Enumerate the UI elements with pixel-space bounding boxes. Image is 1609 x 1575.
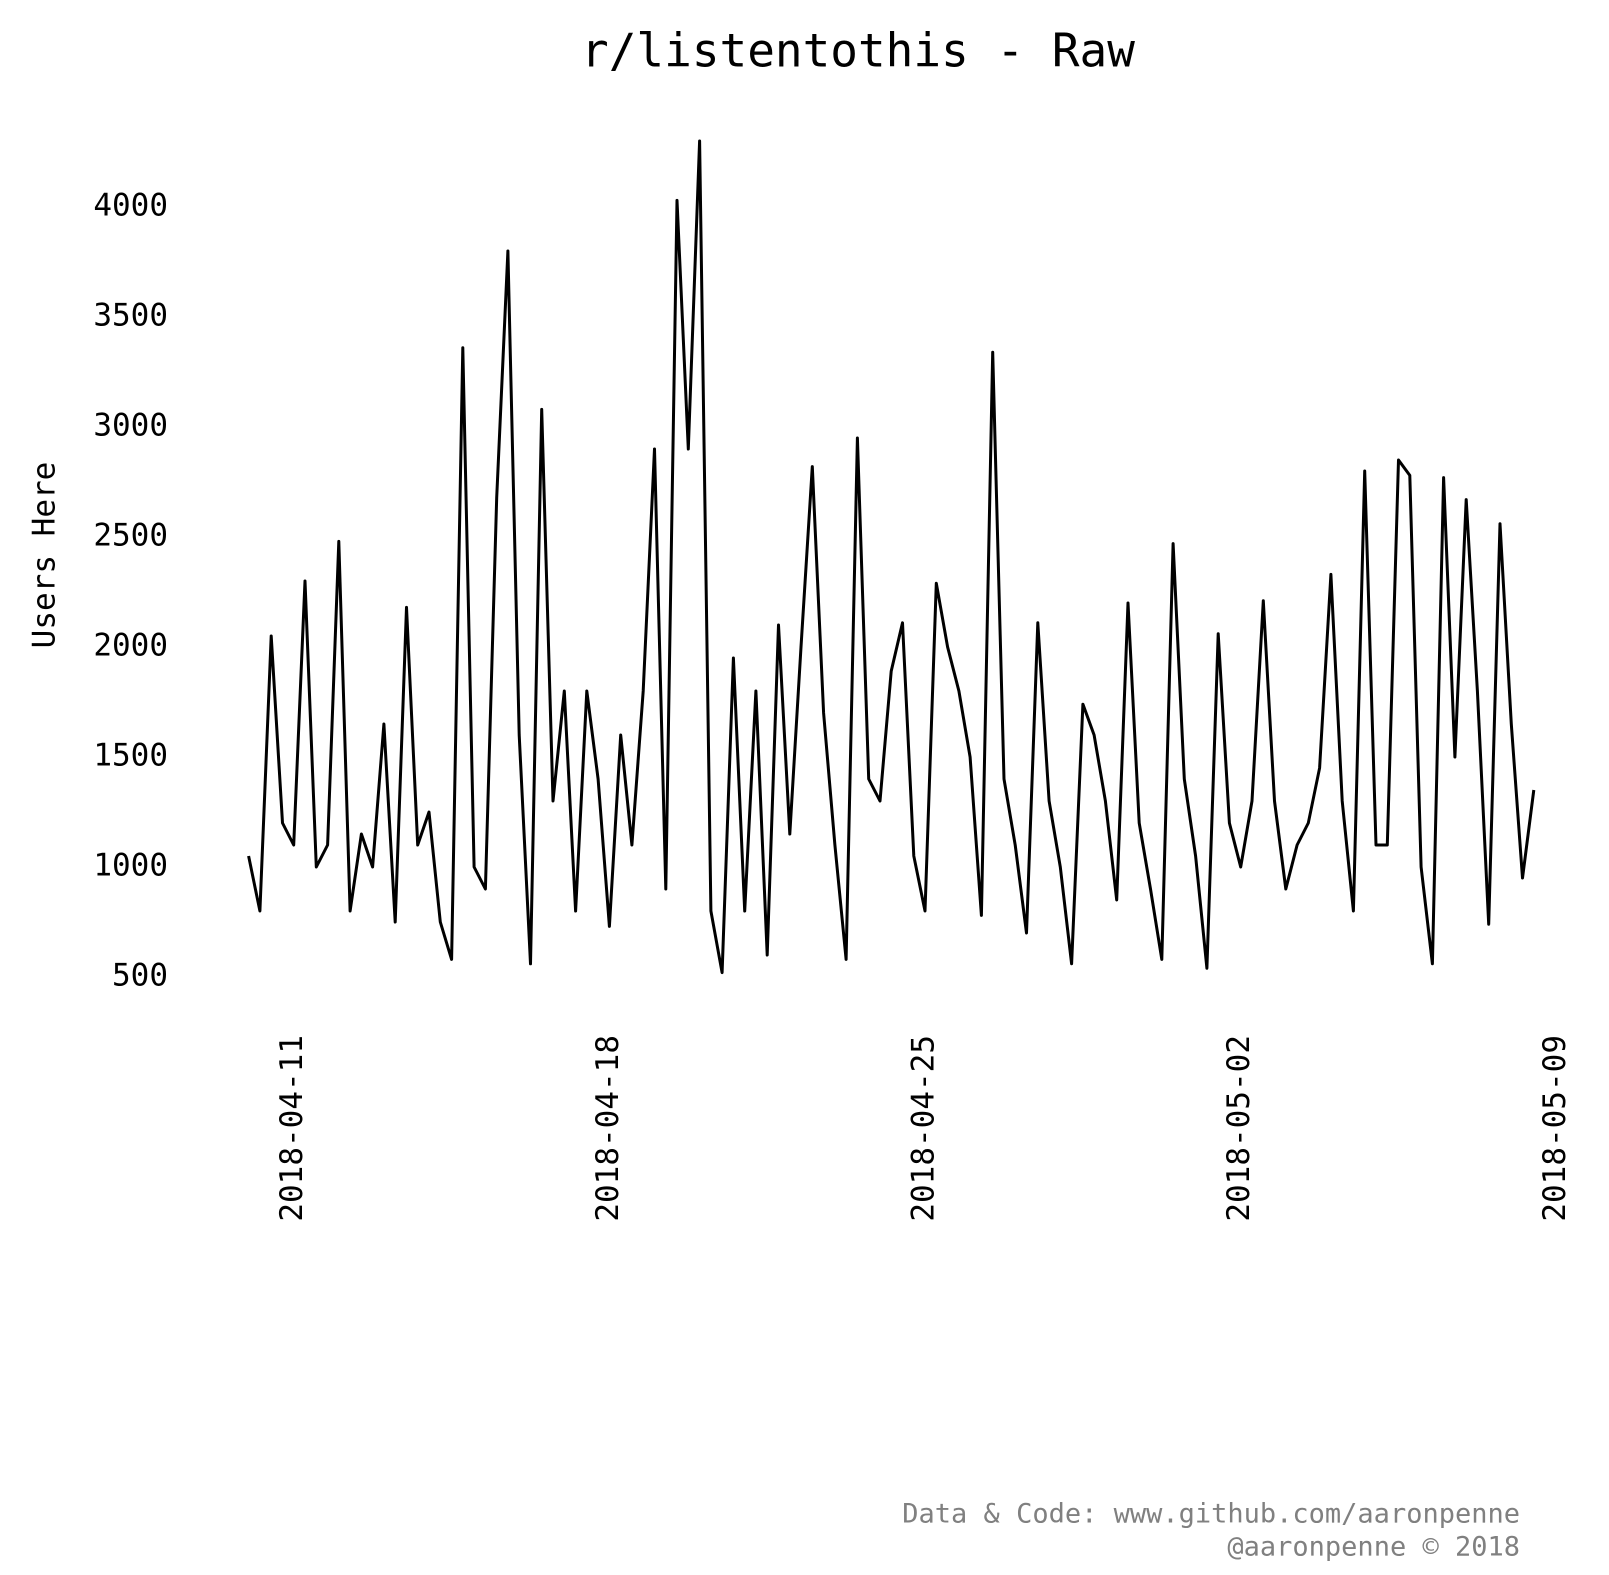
- x-tick-label: 2018-04-25: [906, 1035, 942, 1222]
- data-line: [247, 139, 1536, 975]
- y-tick-label: 1500: [93, 738, 168, 774]
- y-tick-label: 500: [112, 958, 168, 994]
- y-tick-label: 2500: [93, 518, 168, 554]
- x-tick-label: 2018-04-11: [274, 1035, 310, 1222]
- y-tick-label: 4000: [93, 188, 168, 224]
- chart-title: r/listentothis - Raw: [581, 24, 1135, 78]
- footer-copyright: @aaronpenne © 2018: [1227, 1532, 1520, 1563]
- x-tick-label: 2018-05-09: [1537, 1035, 1573, 1222]
- footer-credit: Data & Code: www.github.com/aaronpenne: [902, 1499, 1520, 1530]
- y-tick-label: 2000: [93, 628, 168, 664]
- y-tick-label: 1000: [93, 848, 168, 884]
- x-tick-label: 2018-05-02: [1221, 1035, 1257, 1222]
- x-tick-label: 2018-04-18: [590, 1035, 626, 1222]
- y-tick-label: 3500: [93, 298, 168, 334]
- y-axis-label: Users Here: [27, 462, 63, 649]
- y-tick-label: 3000: [93, 408, 168, 444]
